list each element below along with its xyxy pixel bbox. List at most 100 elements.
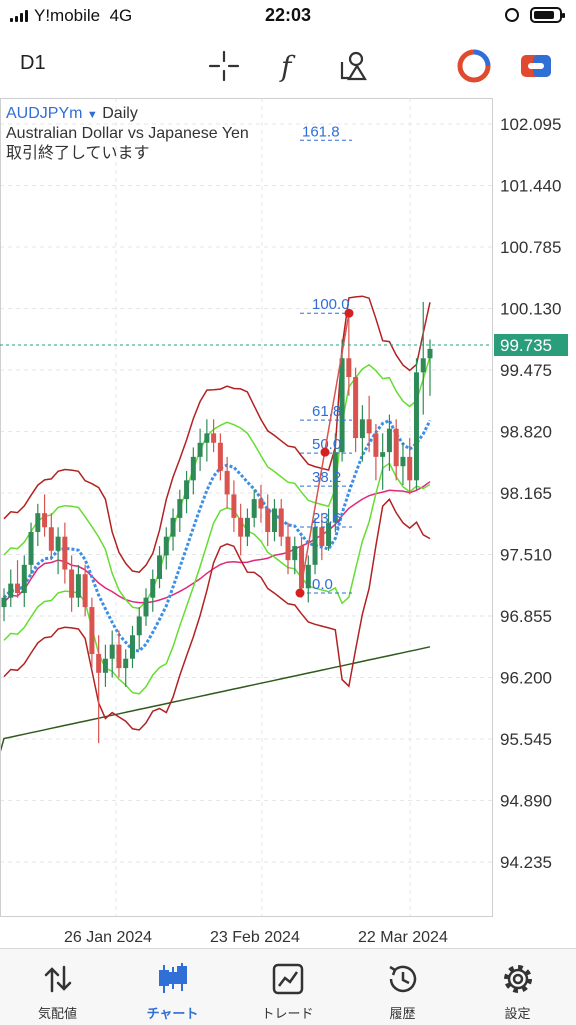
candle-body — [129, 635, 135, 659]
objects-icon[interactable] — [336, 48, 372, 84]
date-tick-label: 26 Jan 2024 — [64, 929, 152, 946]
date-axis: 26 Jan 2024 23 Feb 2024 22 Mar 2024 — [64, 929, 448, 946]
candle-body — [217, 442, 223, 471]
price-tick-label: 100.130 — [500, 300, 561, 319]
candle-body — [278, 508, 284, 537]
price-tick-label: 102.095 — [500, 115, 561, 134]
candle-body — [380, 452, 386, 457]
candle-body — [366, 419, 372, 434]
candle-body — [373, 433, 379, 457]
nav-trade[interactable]: トレード — [230, 949, 345, 1025]
moving-average-medium — [3, 481, 431, 604]
date-tick-label: 22 Mar 2024 — [358, 929, 448, 946]
crosshair-icon[interactable] — [206, 48, 242, 84]
bollinger-upper-outer — [3, 295, 431, 574]
candle-body — [265, 508, 271, 532]
chart-toolbar: D1 f — [0, 34, 576, 98]
candle-body — [332, 452, 338, 523]
bottom-navigation: 気配値 チャート トレード 履歴 設定 — [0, 948, 576, 1025]
trade-toggle-icon[interactable] — [518, 48, 554, 84]
price-tick-label: 96.200 — [500, 669, 552, 688]
candle-body — [109, 644, 115, 659]
orientation-lock-icon — [505, 8, 519, 22]
candle-body — [116, 644, 122, 669]
nav-quotes[interactable]: 気配値 — [0, 949, 115, 1025]
candle-body — [150, 578, 156, 598]
fibo-anchor-mid — [320, 447, 330, 457]
period-label: Daily — [102, 105, 138, 122]
price-tick-label: 98.820 — [500, 423, 552, 442]
candle-body — [319, 527, 325, 547]
price-tick-label: 94.235 — [500, 853, 552, 872]
candle-body — [157, 555, 163, 579]
nav-history-label: 履歴 — [389, 1007, 416, 1022]
candle-body — [211, 433, 217, 443]
candle-body — [8, 583, 14, 598]
candle-body — [407, 456, 413, 481]
symbol-name[interactable]: AUDJPYm — [6, 105, 83, 122]
battery-icon — [530, 7, 565, 23]
candle-body — [28, 531, 34, 565]
price-tick-label: 94.890 — [500, 792, 552, 811]
status-bar: Y!mobile 4G 22:03 — [0, 0, 576, 34]
nav-quotes-label: 気配値 — [37, 1007, 77, 1022]
svg-text:f: f — [279, 50, 296, 83]
one-click-trading-icon[interactable] — [456, 48, 492, 84]
candle-body — [244, 517, 250, 537]
candle-body — [136, 616, 142, 636]
symbol-dropdown-icon[interactable]: ▼ — [86, 109, 98, 121]
moving-average-short — [2, 418, 432, 653]
candle-body — [353, 377, 359, 439]
price-axis: 102.095 101.440 100.785 100.130 99.475 98.820… — [500, 115, 561, 872]
candle-body — [89, 607, 95, 655]
timeframe-button[interactable]: D1 — [20, 52, 46, 74]
fibo-anchor-start — [295, 588, 305, 598]
price-tick-label: 98.165 — [500, 484, 552, 503]
carrier-label: Y!mobile 4G — [34, 6, 133, 25]
bollinger-lower-outer — [3, 498, 431, 731]
price-tick-label: 101.440 — [500, 177, 561, 196]
function-icon[interactable]: f — [272, 48, 308, 84]
price-tick-label: 100.785 — [500, 238, 561, 257]
nav-chart[interactable]: チャート — [115, 949, 230, 1025]
price-tick-label: 99.475 — [500, 361, 552, 380]
network-label: 4G — [109, 6, 133, 25]
fibo-level-label: 38.2 — [312, 469, 341, 486]
bollinger-lower-inner — [3, 462, 431, 695]
nav-history[interactable]: 履歴 — [345, 949, 460, 1025]
fibo-level-label: 100.0 — [312, 296, 350, 313]
candle-body — [170, 517, 176, 537]
candles — [1, 301, 433, 744]
moving-average-long — [0, 646, 431, 753]
candle-body — [197, 442, 203, 457]
candle-body — [55, 536, 61, 551]
bollinger-upper-inner — [3, 356, 431, 610]
symbol-info: AUDJPYm ▼ Daily Australian Dollar vs Jap… — [6, 104, 249, 164]
candle-body — [427, 348, 433, 359]
price-tick-label: 96.855 — [500, 607, 552, 626]
candle-body — [312, 527, 318, 565]
candle-body — [305, 564, 311, 589]
fibo-level-label: 61.8 — [312, 403, 341, 420]
nav-settings[interactable]: 設定 — [460, 949, 575, 1025]
candle-body — [62, 536, 68, 570]
nav-settings-label: 設定 — [504, 1007, 531, 1022]
candle-body — [177, 499, 183, 518]
candle-body — [292, 546, 298, 561]
gear-icon — [504, 965, 532, 993]
fibo-level-label: 23.6 — [312, 510, 341, 527]
candle-body — [123, 658, 129, 669]
candle-body — [102, 658, 108, 673]
status-time: 22:03 — [264, 5, 312, 25]
candle-body — [1, 597, 7, 608]
candle-body — [393, 428, 399, 467]
price-tick-label: 95.545 — [500, 730, 552, 749]
candle-body — [271, 508, 277, 532]
candle-body — [143, 597, 149, 617]
candle-body — [190, 456, 196, 481]
candle-body — [35, 513, 41, 532]
candle-body — [346, 358, 352, 378]
history-icon — [389, 965, 417, 993]
